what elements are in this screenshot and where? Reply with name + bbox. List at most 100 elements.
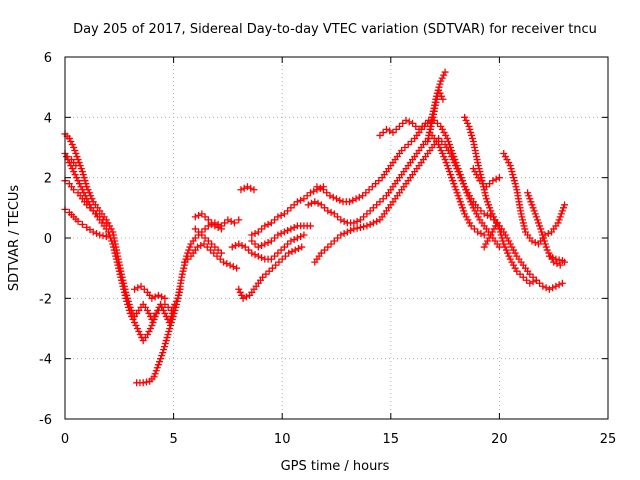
- data-point: [123, 297, 131, 305]
- data-point: [376, 131, 384, 139]
- data-point: [461, 183, 469, 191]
- data-point: [161, 340, 169, 348]
- data-point: [531, 210, 539, 218]
- data-point: [204, 222, 212, 230]
- data-point: [158, 352, 166, 360]
- data-point: [186, 243, 194, 251]
- data-point: [340, 217, 348, 225]
- data-point: [254, 228, 262, 236]
- data-point: [185, 246, 193, 254]
- data-point: [418, 122, 426, 130]
- data-point: [193, 243, 201, 251]
- data-point: [278, 255, 286, 263]
- data-point: [553, 260, 561, 268]
- data-point: [162, 337, 170, 345]
- data-point: [516, 270, 524, 278]
- axis-ticks: 0 5 10 15 20 25 -6 -4 -2 0 2 4 6: [39, 51, 616, 447]
- data-point: [243, 183, 251, 191]
- data-point: [549, 254, 557, 262]
- data-point: [474, 159, 482, 167]
- data-point: [336, 196, 344, 204]
- data-point: [441, 156, 449, 164]
- data-point: [297, 232, 305, 240]
- x-tick-label: 5: [169, 432, 177, 447]
- data-point: [376, 198, 384, 206]
- data-point: [261, 240, 269, 248]
- data-point: [485, 234, 493, 242]
- data-point: [158, 303, 166, 311]
- data-point: [526, 195, 534, 203]
- data-point: [379, 128, 387, 136]
- data-point: [480, 243, 488, 251]
- data-point: [175, 288, 183, 296]
- data-point: [274, 213, 282, 221]
- data-point: [474, 174, 482, 182]
- data-point: [99, 216, 107, 224]
- data-point: [211, 243, 219, 251]
- data-point: [558, 207, 566, 215]
- data-point: [466, 219, 474, 227]
- data-point: [137, 282, 145, 290]
- data-point: [70, 186, 78, 194]
- data-point: [131, 318, 139, 326]
- data-point: [227, 217, 235, 225]
- data-point: [337, 231, 345, 239]
- data-point: [129, 315, 137, 323]
- data-point: [471, 168, 479, 176]
- data-point: [284, 240, 292, 248]
- data-point: [438, 125, 446, 133]
- data-point: [274, 231, 282, 239]
- data-point: [117, 273, 125, 281]
- data-point: [248, 249, 256, 257]
- data-point: [237, 186, 245, 194]
- data-point: [458, 204, 466, 212]
- data-point: [191, 225, 199, 233]
- data-point: [116, 270, 124, 278]
- data-point: [77, 165, 85, 173]
- data-point: [382, 125, 390, 133]
- data-point: [444, 147, 452, 155]
- data-point: [479, 180, 487, 188]
- data-point: [477, 229, 485, 237]
- data-point: [529, 204, 537, 212]
- data-point: [204, 237, 212, 245]
- data-point: [172, 303, 180, 311]
- data-point: [552, 255, 560, 263]
- data-point: [505, 252, 513, 260]
- data-point: [235, 216, 243, 224]
- data-point: [119, 282, 127, 290]
- data-point: [176, 285, 184, 293]
- data-point: [74, 217, 82, 225]
- data-point: [104, 228, 112, 236]
- data-point: [438, 74, 446, 82]
- data-point: [287, 204, 295, 212]
- data-point: [163, 334, 171, 342]
- data-point: [483, 211, 491, 219]
- data-point: [454, 192, 462, 200]
- data-point: [350, 225, 358, 233]
- data-point: [493, 219, 501, 227]
- data-point: [482, 192, 490, 200]
- data-point: [473, 171, 481, 179]
- data-point: [113, 258, 121, 266]
- data-point: [154, 361, 162, 369]
- data-point: [509, 171, 517, 179]
- data-point: [144, 306, 152, 314]
- data-point: [437, 147, 445, 155]
- data-point: [277, 246, 285, 254]
- data-point: [404, 140, 412, 148]
- data-point: [452, 186, 460, 194]
- data-point: [264, 239, 272, 247]
- data-point: [558, 279, 566, 287]
- data-point: [319, 186, 327, 194]
- data-point: [70, 144, 78, 151]
- data-point: [443, 144, 451, 151]
- data-point: [73, 153, 81, 161]
- data-point: [559, 204, 567, 212]
- data-point: [549, 284, 557, 292]
- data-point: [356, 216, 364, 224]
- data-point: [474, 213, 482, 221]
- data-point: [81, 177, 89, 185]
- data-point: [446, 150, 454, 158]
- data-point: [511, 264, 519, 272]
